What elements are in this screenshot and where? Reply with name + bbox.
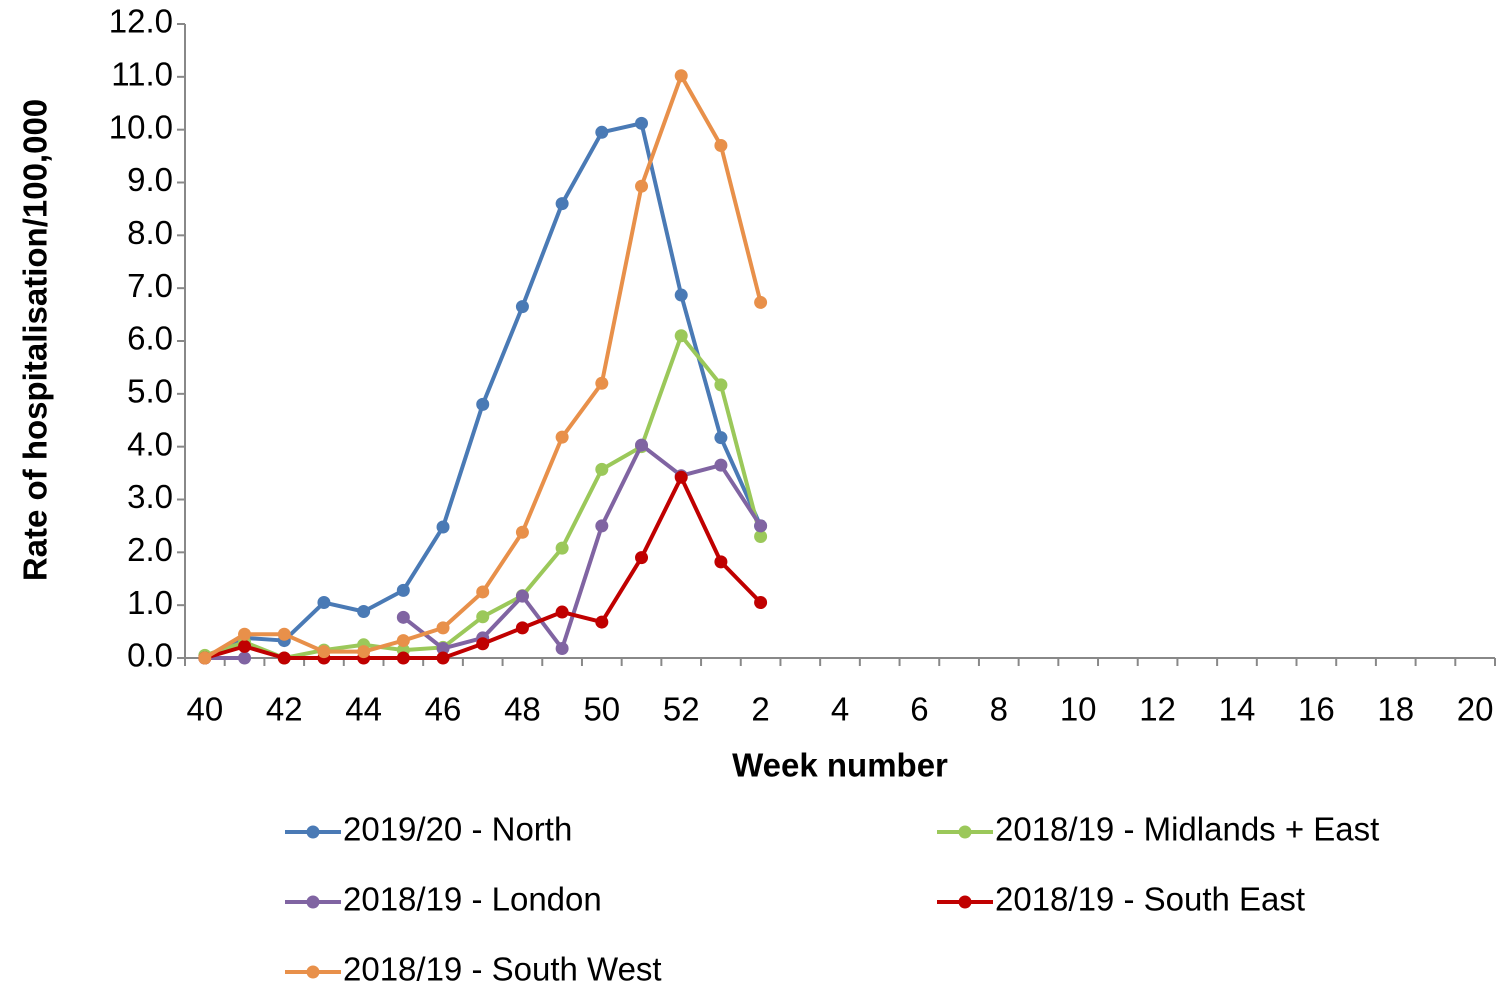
x-axis-title: Week number [732,747,948,784]
data-point [515,589,529,603]
data-point [198,651,212,665]
data-point [635,179,649,193]
data-point [674,288,688,302]
data-point [555,605,569,619]
y-axis-title: Rate of hospitalisation/100,000 [17,99,54,581]
y-tick-label: 7.0 [127,267,173,304]
data-point [396,651,410,665]
data-point [595,376,609,390]
data-point [635,551,649,565]
data-point [714,458,728,472]
x-tick-label: 46 [425,691,462,728]
y-tick-label: 4.0 [127,425,173,462]
data-point [436,651,450,665]
data-point [357,645,371,659]
legend-label: 2018/19 - South East [995,881,1305,918]
data-point [436,520,450,534]
data-point [714,378,728,392]
x-tick-label: 6 [910,691,928,728]
data-point [277,651,291,665]
x-tick-label: 14 [1219,691,1256,728]
series-line [203,121,763,660]
y-tick-label: 11.0 [111,56,173,93]
y-tick-label: 1.0 [127,584,173,621]
y-tick-label: 2.0 [127,531,173,568]
data-point [277,627,291,641]
y-tick-label: 12.0 [109,3,173,40]
legend-label: 2018/19 - London [343,881,602,918]
x-tick-label: 10 [1060,691,1097,728]
data-point [714,139,728,153]
x-tick-label: 48 [504,691,541,728]
data-point [238,651,252,665]
x-tick-label: 44 [345,691,382,728]
data-point [555,197,569,211]
x-tick-label: 18 [1377,691,1414,728]
data-point [714,555,728,569]
x-tick-label: 16 [1298,691,1335,728]
data-point [396,583,410,597]
y-tick-label: 8.0 [127,214,173,251]
data-point [754,519,768,533]
data-point [436,641,450,655]
x-tick-label: 2 [751,691,769,728]
legend-marker [306,965,320,979]
legend-marker [306,895,320,909]
data-point [754,596,768,610]
y-tick-label: 3.0 [127,478,173,515]
data-point [515,300,529,314]
data-point [754,295,768,309]
data-point [476,585,490,599]
data-point [674,470,688,484]
data-point [476,397,490,411]
y-tick-label: 6.0 [127,320,173,357]
x-tick-label: 4 [831,691,849,728]
data-point [396,610,410,624]
x-tick-label: 8 [990,691,1008,728]
data-point [357,605,371,619]
y-tick-label: 9.0 [127,161,173,198]
data-point [476,637,490,651]
data-point [635,116,649,130]
y-tick-label: 10.0 [109,108,173,145]
data-point [396,634,410,648]
y-tick-label: 0.0 [127,637,173,674]
legend-label: 2018/19 - South West [343,951,662,987]
data-point [238,627,252,641]
series-line [203,73,763,660]
legend-marker [958,895,972,909]
data-point [515,621,529,635]
data-point [317,596,331,610]
y-tick-label: 5.0 [127,373,173,410]
data-point [674,329,688,343]
data-point [317,645,331,659]
x-tick-label: 12 [1139,691,1176,728]
data-point [635,438,649,452]
data-point [476,610,490,624]
data-point [555,430,569,444]
data-point [674,69,688,83]
data-point [714,431,728,445]
data-point [595,519,609,533]
data-point [555,541,569,555]
legend-label: 2018/19 - Midlands + East [995,811,1379,848]
data-point [754,529,768,543]
x-tick-label: 42 [266,691,303,728]
legend-marker [306,825,320,839]
x-tick-label: 50 [583,691,620,728]
x-tick-label: 52 [663,691,700,728]
legend-label: 2019/20 - North [343,811,572,848]
x-tick-label: 20 [1457,691,1494,728]
data-point [436,621,450,635]
legend-marker [958,825,972,839]
series-line [204,333,763,660]
data-point [555,641,569,655]
data-point [595,462,609,476]
x-tick-label: 40 [186,691,223,728]
data-point [595,125,609,139]
data-point [515,525,529,539]
data-point [238,639,252,653]
data-point [595,615,609,629]
